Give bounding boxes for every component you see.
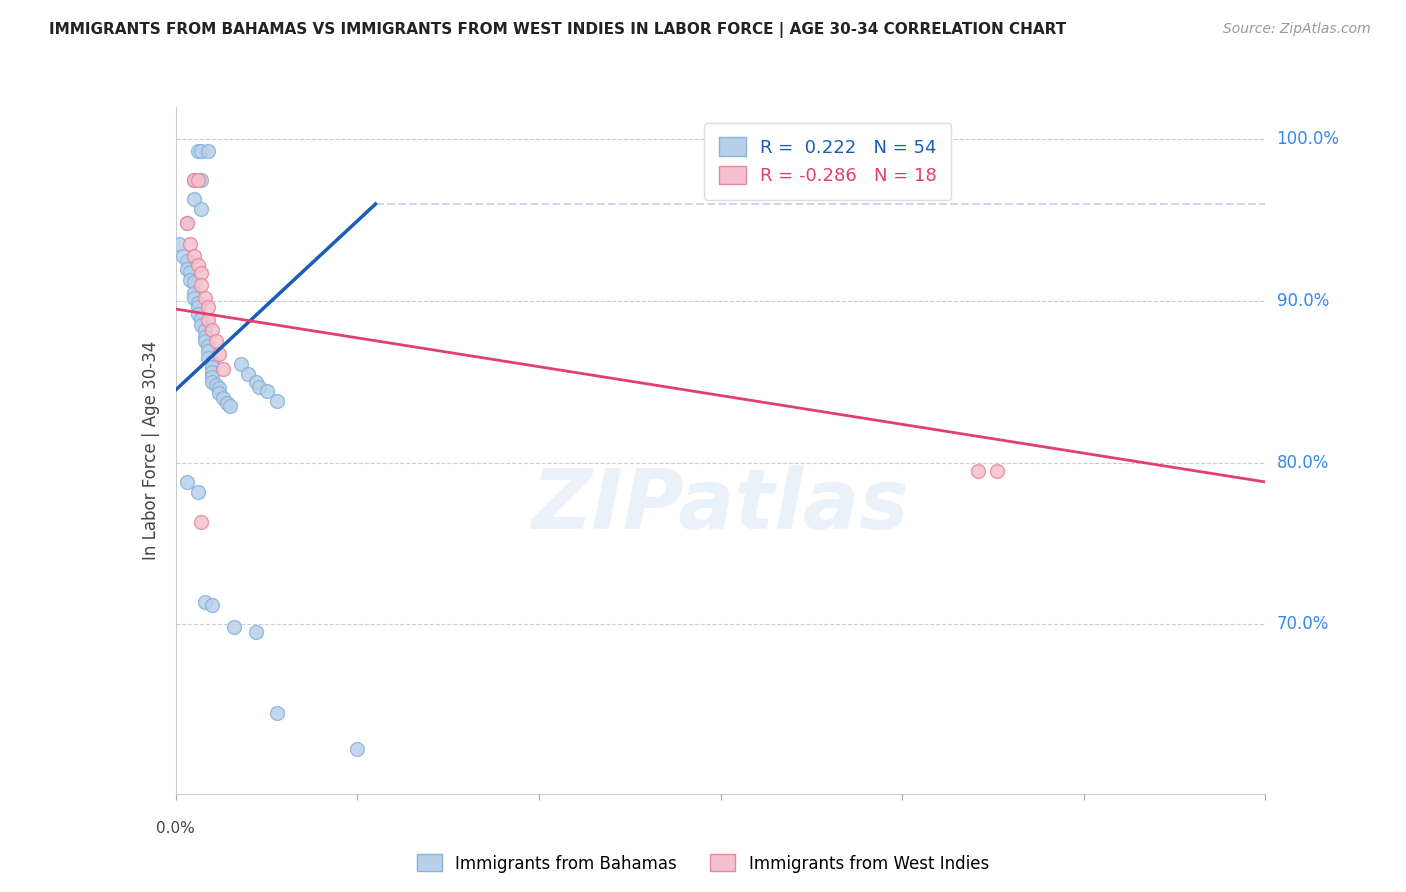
Text: 90.0%: 90.0% bbox=[1277, 292, 1329, 310]
Point bbox=[212, 362, 235, 376]
Point bbox=[197, 344, 219, 359]
Point bbox=[201, 355, 224, 369]
Point bbox=[183, 285, 205, 300]
Point bbox=[186, 144, 209, 158]
Point bbox=[986, 464, 1008, 478]
Point bbox=[176, 261, 198, 276]
Text: 80.0%: 80.0% bbox=[1277, 453, 1329, 472]
Point bbox=[201, 375, 224, 389]
Point bbox=[197, 313, 219, 327]
Point bbox=[204, 378, 226, 392]
Point bbox=[197, 339, 219, 353]
Point bbox=[186, 301, 209, 315]
Point bbox=[215, 396, 238, 410]
Point bbox=[247, 379, 270, 393]
Point bbox=[176, 216, 198, 230]
Point bbox=[245, 375, 267, 389]
Point bbox=[201, 365, 224, 379]
Point bbox=[212, 391, 235, 405]
Point bbox=[222, 620, 245, 634]
Point bbox=[201, 598, 224, 612]
Point bbox=[183, 249, 205, 263]
Point bbox=[256, 384, 278, 399]
Point bbox=[194, 323, 217, 337]
Point bbox=[183, 173, 205, 187]
Point bbox=[179, 265, 201, 279]
Legend: R =  0.222   N = 54, R = -0.286   N = 18: R = 0.222 N = 54, R = -0.286 N = 18 bbox=[704, 123, 952, 200]
Point bbox=[186, 295, 209, 310]
Point bbox=[169, 237, 191, 252]
Point bbox=[238, 367, 260, 381]
Point bbox=[208, 386, 231, 401]
Point bbox=[183, 192, 205, 206]
Point bbox=[183, 173, 205, 187]
Legend: Immigrants from Bahamas, Immigrants from West Indies: Immigrants from Bahamas, Immigrants from… bbox=[411, 847, 995, 880]
Point bbox=[266, 706, 288, 720]
Point bbox=[190, 516, 212, 530]
Point bbox=[967, 464, 990, 478]
Text: IMMIGRANTS FROM BAHAMAS VS IMMIGRANTS FROM WEST INDIES IN LABOR FORCE | AGE 30-3: IMMIGRANTS FROM BAHAMAS VS IMMIGRANTS FR… bbox=[49, 22, 1067, 38]
Point bbox=[179, 237, 201, 252]
Point bbox=[176, 475, 198, 489]
Point bbox=[194, 291, 217, 305]
Text: ZIPatlas: ZIPatlas bbox=[531, 465, 910, 546]
Text: 100.0%: 100.0% bbox=[1277, 130, 1340, 148]
Point bbox=[201, 323, 224, 337]
Point bbox=[190, 277, 212, 292]
Y-axis label: In Labor Force | Age 30-34: In Labor Force | Age 30-34 bbox=[142, 341, 160, 560]
Point bbox=[190, 202, 212, 216]
Point bbox=[204, 334, 226, 349]
Point bbox=[186, 173, 209, 187]
Point bbox=[201, 360, 224, 375]
Point bbox=[190, 318, 212, 333]
Point bbox=[219, 399, 242, 413]
Point bbox=[186, 259, 209, 273]
Point bbox=[208, 347, 231, 361]
Text: 70.0%: 70.0% bbox=[1277, 615, 1329, 633]
Text: 0.0%: 0.0% bbox=[156, 822, 195, 837]
Point bbox=[231, 357, 253, 371]
Point bbox=[197, 351, 219, 365]
Point bbox=[197, 144, 219, 158]
Text: Source: ZipAtlas.com: Source: ZipAtlas.com bbox=[1223, 22, 1371, 37]
Point bbox=[176, 253, 198, 268]
Point bbox=[183, 291, 205, 305]
Point bbox=[346, 741, 368, 756]
Point bbox=[197, 301, 219, 315]
Point bbox=[186, 307, 209, 321]
Point bbox=[208, 381, 231, 395]
Point bbox=[179, 273, 201, 287]
Point bbox=[190, 173, 212, 187]
Point bbox=[186, 484, 209, 499]
Point bbox=[266, 394, 288, 409]
Point bbox=[190, 311, 212, 326]
Point bbox=[183, 275, 205, 289]
Point bbox=[201, 370, 224, 384]
Point bbox=[176, 216, 198, 230]
Point bbox=[172, 249, 194, 263]
Point bbox=[245, 625, 267, 640]
Point bbox=[190, 144, 212, 158]
Point bbox=[194, 594, 217, 608]
Point bbox=[194, 334, 217, 349]
Point bbox=[194, 329, 217, 343]
Point bbox=[190, 267, 212, 281]
